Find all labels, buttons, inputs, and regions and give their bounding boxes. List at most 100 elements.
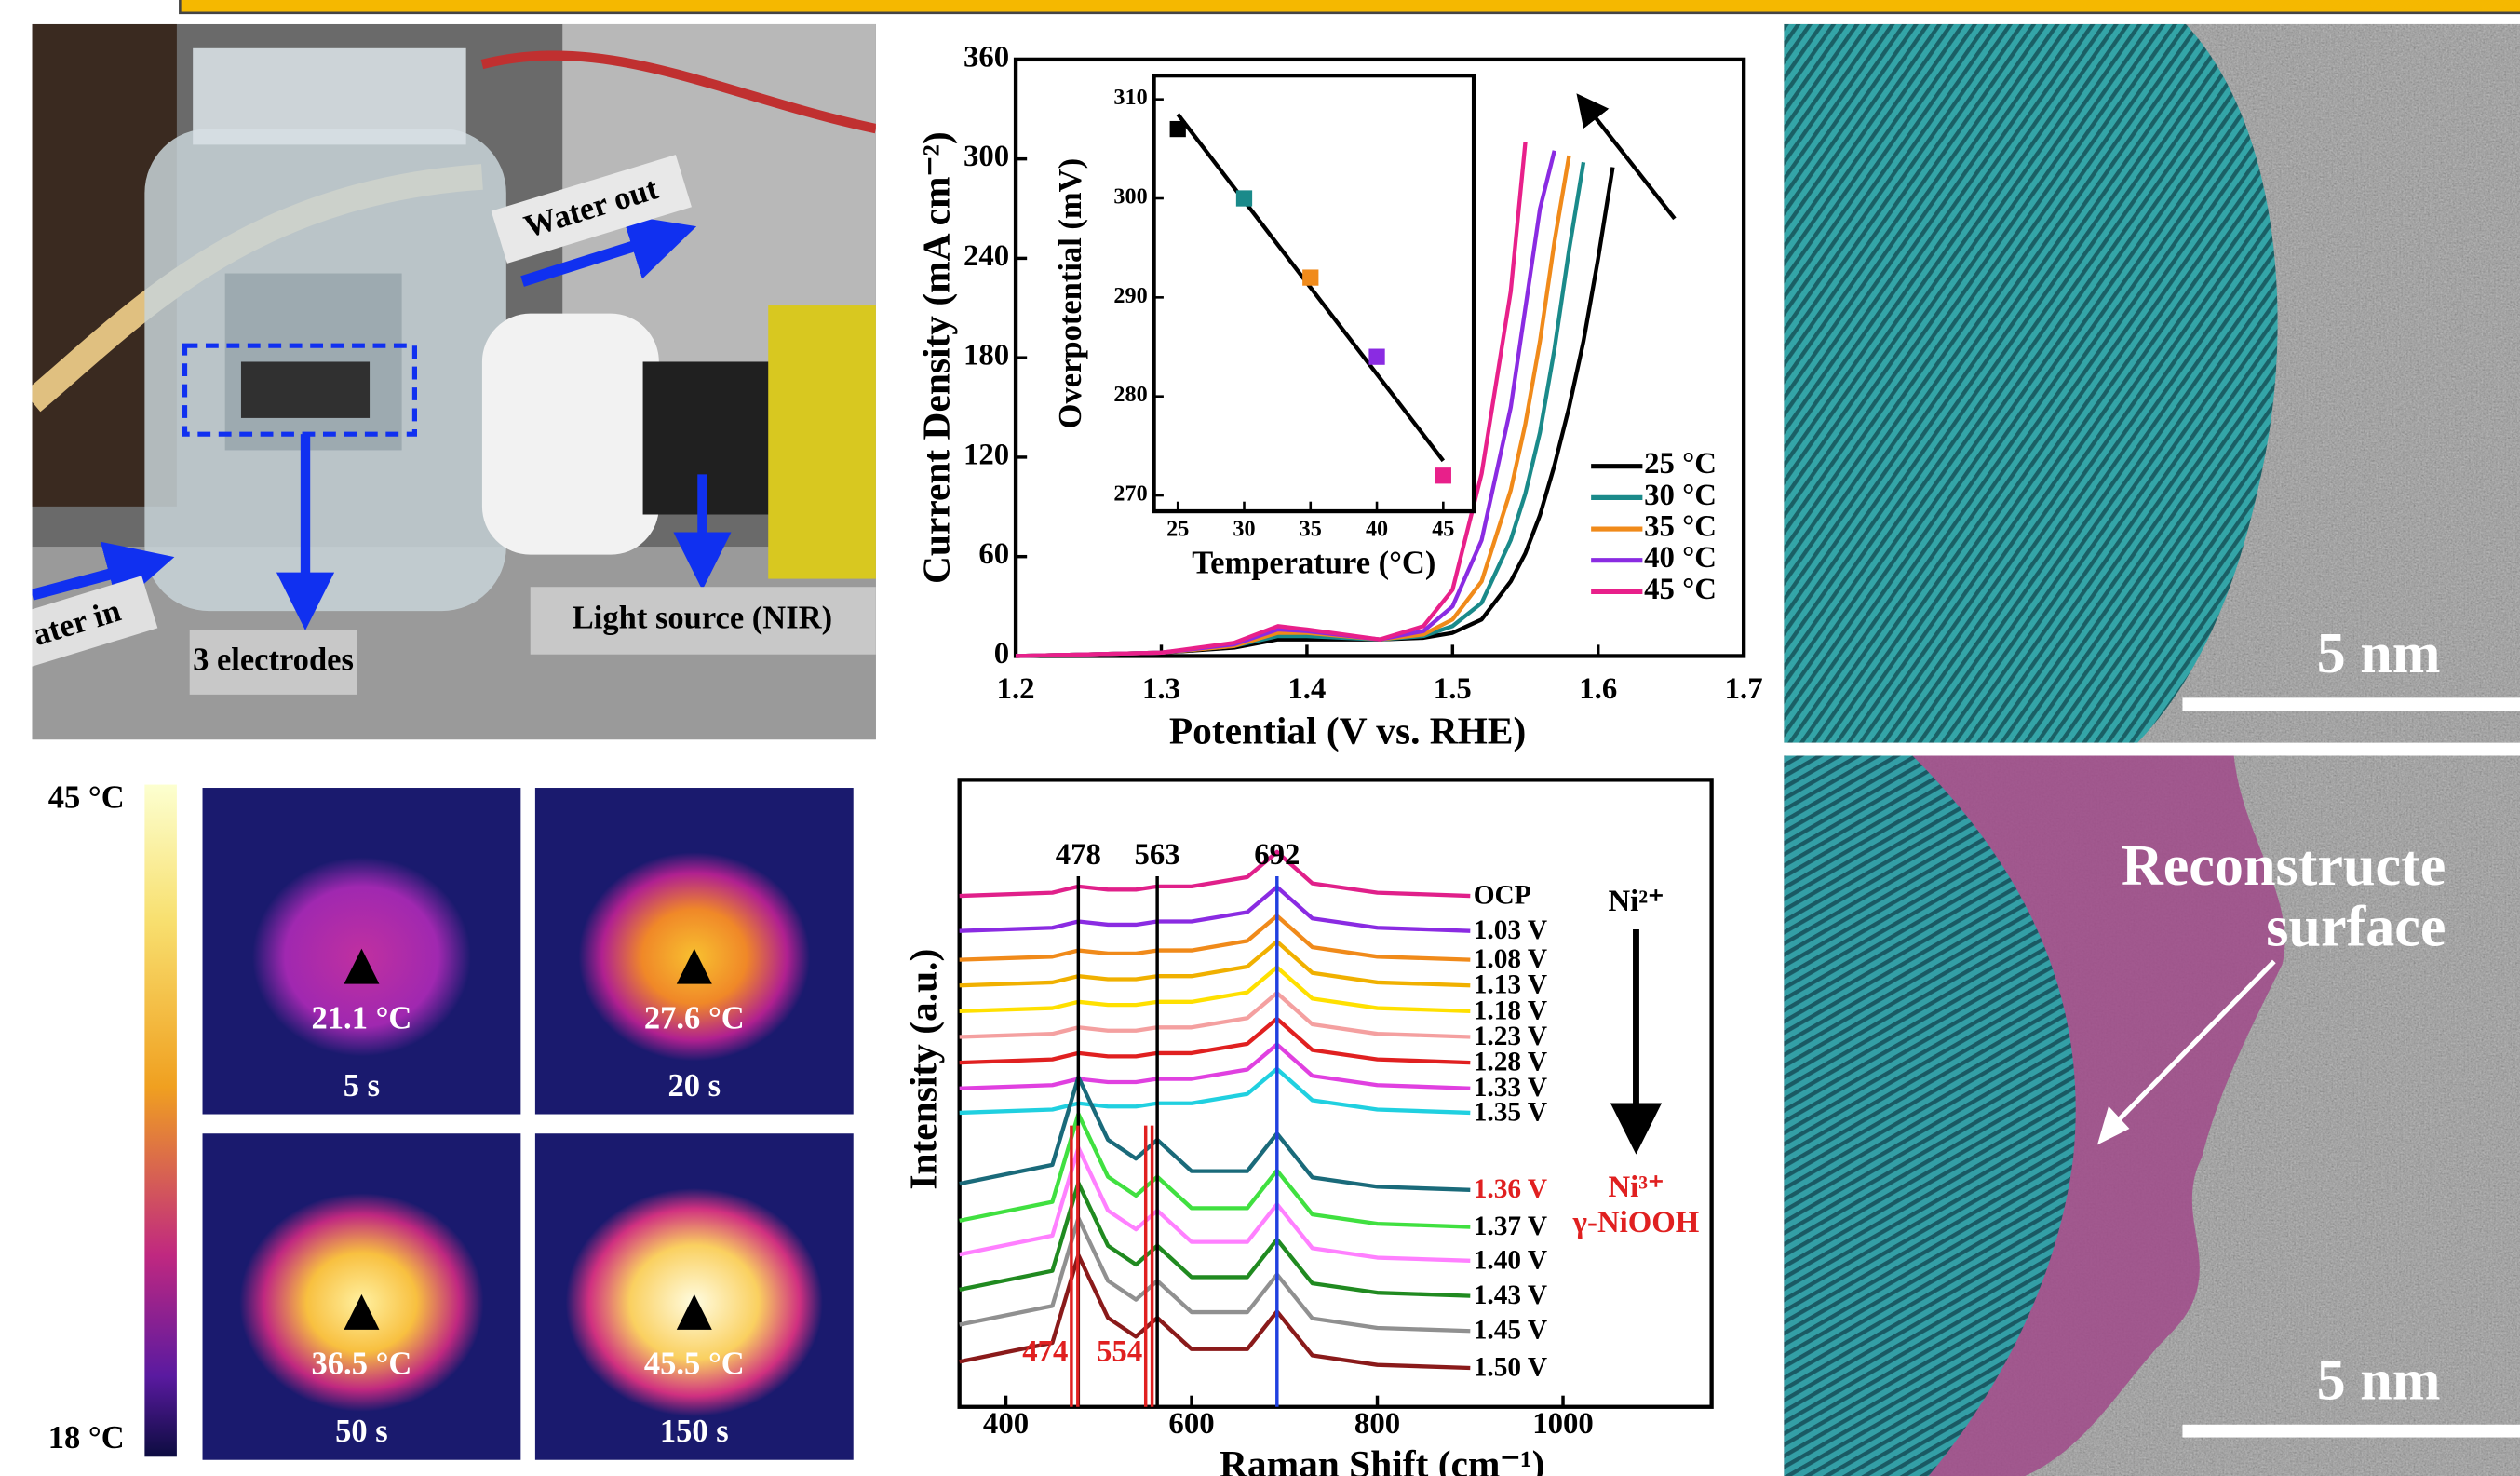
peak-label: 478 [1056,838,1101,872]
trend-arrow [1576,93,1677,221]
glass-top [193,47,466,145]
x-tick-label: 400 [983,1407,1029,1441]
annotation: Ni³⁺ [1609,1171,1664,1204]
particle [1784,755,2076,1476]
series-label: 1.08 V [1474,944,1547,974]
arrow-water-in [32,541,175,607]
arrow-water-out [520,214,697,287]
spectrum [959,1253,1471,1371]
point [1169,120,1186,138]
scale-label: 5 nm [2317,622,2441,685]
y-tick-label: 300 [964,140,1009,173]
photo-label: 3 electrodes [193,642,354,677]
axes-frame [957,778,1714,1409]
marker-triangle [676,948,712,984]
legend-label: 35 °C [1644,510,1717,544]
label-box [530,587,876,655]
y-tick-label: 270 [1113,481,1147,507]
x-tick-label: 45 [1432,516,1454,541]
legend-label: 45 °C [1644,573,1717,606]
series-label: 1.13 V [1474,970,1547,1000]
series-label: 1.33 V [1474,1073,1547,1103]
banner [179,0,2520,15]
annotation: Reconstructe [2122,834,2446,898]
light-source [768,305,876,579]
color-bar [144,784,177,1457]
photo-panel: Water out 3 electrodes Light source (NIR… [32,23,876,740]
spectrum [959,1112,1471,1229]
x-tick-label: 1000 [1532,1407,1594,1441]
y-axis-label: Intensity (a.u.) [902,949,946,1190]
temperature: 27.6 °C [644,1000,745,1036]
spectrum [959,849,1471,899]
scale-max: 45 °C [48,780,125,816]
series-label: 1.03 V [1474,915,1547,945]
tem-top: 5 nm [1784,23,2520,743]
marker-triangle [344,1293,380,1330]
spectrum [959,965,1471,1014]
pointer-head [2096,1105,2130,1145]
scale-min: 18 °C [48,1420,125,1456]
annotation: γ-NiOOH [1572,1206,1700,1239]
x-tick-label: 1.5 [1434,672,1472,706]
y-tick-label: 0 [994,637,1009,670]
spectrum [959,914,1471,962]
label-box [32,576,158,675]
series-label: 1.36 V [1474,1174,1547,1204]
spectrum [959,1066,1471,1116]
thermal-frames: 21.1 °C 5 s 27.6 °C 20 s 36.5 °C 50 s 45.5 °C 1… [202,788,854,1460]
annotation: surface [2266,896,2446,959]
spectrum [959,1016,1471,1065]
time: 20 s [668,1068,721,1104]
spectrum [959,1075,1471,1192]
tem-bottom: Reconstructe surface 5 nm [1784,755,2520,1476]
curve [1016,142,1528,658]
point [1302,269,1319,286]
x-tick-label: 1.2 [997,672,1035,706]
x-tick-label: 1.7 [1725,672,1763,706]
x-tick-label: 600 [1168,1407,1214,1441]
y-tick-label: 120 [964,438,1009,471]
temperature: 45.5 °C [644,1347,745,1382]
x-tick-label: 35 [1300,516,1322,541]
legend-label: 30 °C [1644,479,1717,512]
point [1368,348,1385,365]
electrode-box [182,343,418,437]
series-label: 1.28 V [1474,1048,1547,1077]
spectrum [959,885,1471,933]
time: 50 s [335,1414,388,1449]
y-tick-label: 310 [1113,85,1147,110]
time: 150 s [660,1414,729,1449]
series-label: 1.35 V [1474,1097,1547,1127]
scale-bar [2182,697,2520,711]
y-tick-label: 280 [1113,382,1147,407]
black-cylinder [642,361,780,515]
trendline [1176,113,1446,463]
white-cylinder [481,313,659,555]
wire [480,50,876,134]
peak-label: 563 [1135,838,1180,872]
y-tick-label: 290 [1113,283,1147,308]
legend-label: 25 °C [1644,447,1717,481]
y-tick-label: 180 [964,339,1009,372]
spectrum [959,1145,1471,1263]
label-box [189,630,357,695]
x-axis-label: Raman Shift (cm⁻¹) [1220,1442,1545,1476]
electrode [240,361,371,418]
series-label: 1.50 V [1474,1352,1547,1382]
series-label: 1.45 V [1474,1316,1547,1346]
curve [1016,167,1615,658]
series-label: 1.43 V [1474,1280,1547,1310]
pointer [2103,959,2276,1136]
photo-label: Light source (NIR) [573,600,832,635]
scale-bar [2182,1424,2520,1438]
scale-label: 5 nm [2317,1349,2441,1413]
y-axis-label: Overpotential (mV) [1053,158,1088,428]
x-tick-label: 1.6 [1579,672,1617,706]
peak-label: 474 [1022,1334,1068,1368]
x-axis-label: Potential (V vs. RHE) [1169,710,1527,753]
series-label: OCP [1474,880,1531,910]
label-box [491,155,692,264]
x-tick-label: 800 [1354,1407,1400,1441]
